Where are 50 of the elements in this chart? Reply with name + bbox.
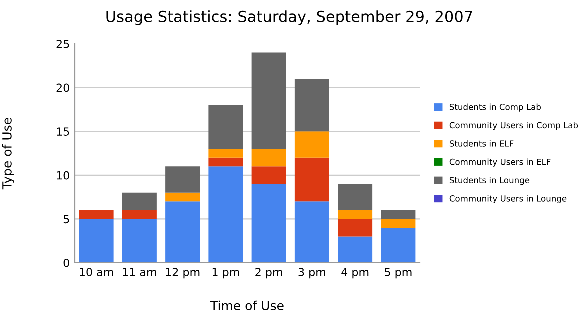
legend-label: Community Users in ELF [450, 158, 551, 167]
bar [166, 192, 200, 202]
bar [166, 202, 200, 263]
bar [166, 166, 200, 193]
bar [79, 210, 114, 220]
x-tick-label: 11 am [123, 268, 156, 276]
x-tick-label: 5 pm [385, 268, 412, 279]
bar [381, 228, 416, 263]
bar [381, 219, 416, 228]
legend-label: Students in ELF [450, 140, 514, 147]
legend-label: Students in Lounge [450, 177, 530, 186]
bar [208, 105, 244, 150]
legend-label: Students in Comp Lab [450, 104, 541, 112]
bar [122, 192, 157, 210]
y-axis-title: Type of Use [2, 118, 14, 190]
legend-label: Community Users in Comp Lab [450, 122, 578, 130]
bar [208, 149, 244, 158]
y-tick-label: 0 [64, 258, 70, 268]
y-tick-label: 5 [64, 215, 70, 224]
y-tick-label: 20 [56, 84, 70, 92]
bar [338, 219, 373, 237]
y-tick-label: 15 [57, 128, 70, 136]
legend-label: Community Users in Lounge [450, 195, 567, 204]
bar [338, 210, 373, 220]
bar [338, 184, 373, 210]
bar [381, 210, 416, 220]
x-tick-label: 12 pm [166, 268, 200, 279]
bar [338, 236, 373, 263]
x-tick-label: 10 am [80, 268, 114, 276]
x-tick-label: 1 pm [212, 268, 240, 279]
bar [294, 132, 330, 158]
bar [122, 210, 157, 220]
x-tick-label: 3 pm [298, 268, 326, 279]
bar [294, 158, 330, 202]
bar [294, 79, 330, 132]
bar [122, 219, 157, 263]
y-tick-label: 10 [57, 171, 70, 180]
bar [252, 149, 286, 167]
y-tick-label: 25 [56, 40, 70, 48]
bar [294, 202, 330, 263]
x-axis-title: Time of Use [210, 300, 284, 311]
x-tick-label: 2 pm [256, 268, 282, 279]
bar [252, 52, 286, 150]
bar [208, 166, 244, 263]
bar [79, 219, 114, 263]
bar [252, 166, 286, 184]
x-tick-label: 4 pm [342, 268, 369, 279]
bar [208, 158, 244, 167]
chart-title: Usage Statistics: Saturday, September 29, 2007 [106, 10, 472, 26]
bar [252, 184, 286, 263]
